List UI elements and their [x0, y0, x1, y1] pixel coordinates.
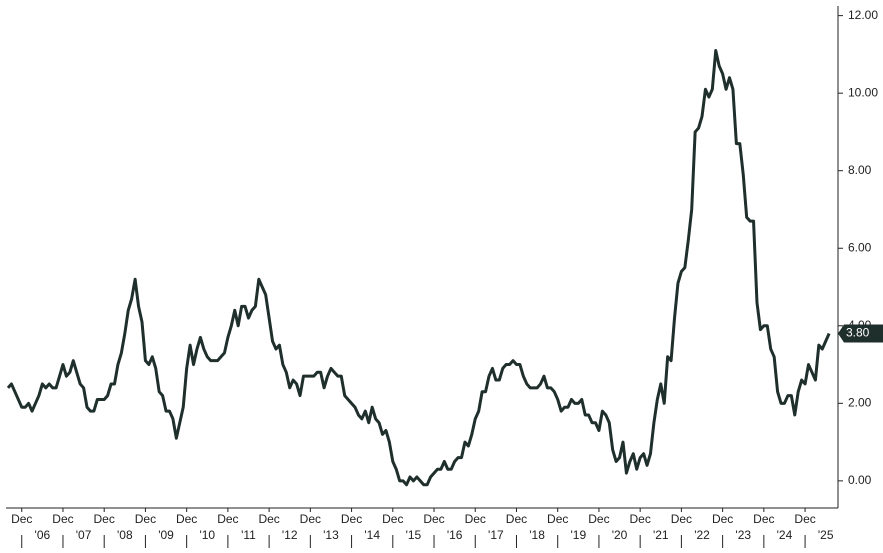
x-tick-label: Dec	[423, 512, 444, 526]
year-label: '16	[447, 528, 463, 542]
x-tick-label: Dec	[94, 512, 115, 526]
x-tick-label: Dec	[465, 512, 486, 526]
y-tick-label: 12.00	[848, 8, 878, 22]
x-tick-label: Dec	[11, 512, 32, 526]
x-tick-label: Dec	[629, 512, 650, 526]
x-tick-label: Dec	[52, 512, 73, 526]
year-label: '09	[158, 528, 174, 542]
year-label: '12	[282, 528, 298, 542]
y-tick-label: 8.00	[848, 163, 872, 177]
x-tick-label: Dec	[176, 512, 197, 526]
year-label: '24	[777, 528, 793, 542]
year-label: '18	[529, 528, 545, 542]
end-label: 3.80	[846, 326, 870, 340]
x-tick-label: Dec	[712, 512, 733, 526]
year-label: '06	[35, 528, 51, 542]
x-tick-label: Dec	[135, 512, 156, 526]
x-tick-label: Dec	[506, 512, 527, 526]
x-tick-label: Dec	[341, 512, 362, 526]
x-tick-label: Dec	[300, 512, 321, 526]
year-label: '15	[406, 528, 422, 542]
year-label: '08	[117, 528, 133, 542]
x-tick-label: Dec	[588, 512, 609, 526]
year-label: '11	[241, 528, 256, 542]
x-tick-label: Dec	[258, 512, 279, 526]
y-tick-label: 0.00	[848, 473, 872, 487]
year-label: '13	[323, 528, 339, 542]
year-label: '20	[612, 528, 628, 542]
series-line	[6, 49, 831, 487]
year-label: '23	[735, 528, 751, 542]
year-label: '14	[364, 528, 380, 542]
end-label-box	[838, 324, 883, 343]
year-label: '25	[818, 528, 834, 542]
y-tick-label: 6.00	[848, 240, 872, 254]
year-label: '22	[694, 528, 710, 542]
y-tick-label: 10.00	[848, 85, 878, 99]
x-tick-label: Dec	[794, 512, 815, 526]
year-label: '07	[76, 528, 92, 542]
year-label: '17	[488, 528, 504, 542]
x-tick-label: Dec	[382, 512, 403, 526]
x-tick-label: Dec	[547, 512, 568, 526]
year-label: '19	[571, 528, 587, 542]
year-label: '21	[653, 528, 669, 542]
x-tick-label: Dec	[217, 512, 238, 526]
y-tick-label: 2.00	[848, 395, 872, 409]
x-tick-label: Dec	[753, 512, 774, 526]
year-label: '10	[199, 528, 215, 542]
x-tick-label: Dec	[671, 512, 692, 526]
